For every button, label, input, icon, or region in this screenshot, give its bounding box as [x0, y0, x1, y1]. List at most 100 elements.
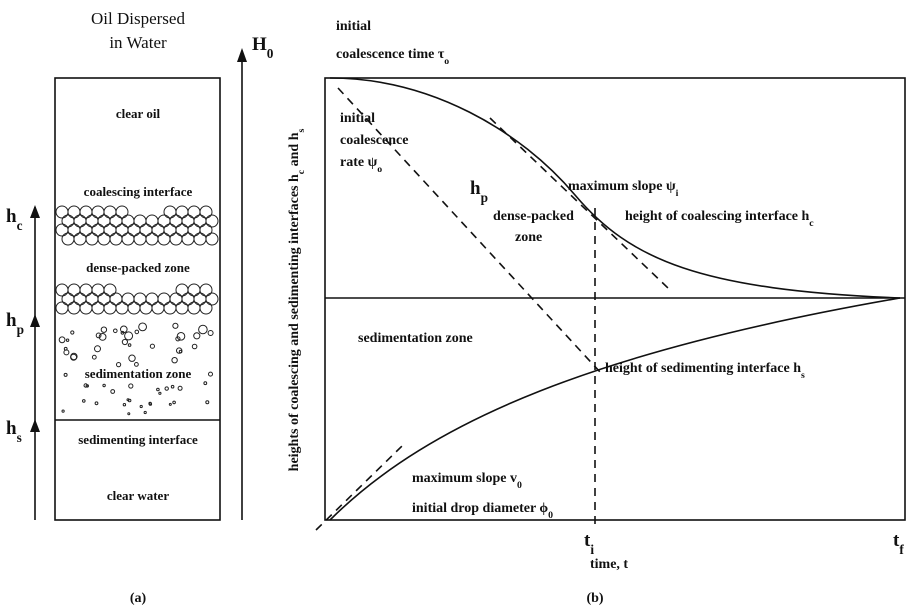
annotation-text: rate ψ — [340, 155, 378, 170]
bubble — [116, 302, 128, 314]
bubble — [199, 325, 208, 334]
bubble — [140, 302, 152, 314]
annotation: zone — [515, 230, 542, 245]
caption: (b) — [586, 591, 603, 606]
bubble — [103, 384, 105, 386]
bubble — [135, 330, 139, 334]
annotation-sub: 0 — [548, 510, 553, 521]
height-sub: 0 — [267, 46, 274, 61]
level-label: hp — [6, 310, 24, 337]
zone-label: clear water — [107, 488, 169, 503]
bubble — [200, 302, 212, 314]
y-axis-label: heights of coalescing and sedimenting in… — [287, 129, 307, 472]
level-sub: c — [17, 218, 23, 233]
bubble — [116, 224, 128, 236]
annotation-text: height of sedimenting interface h — [605, 361, 801, 376]
bubble — [173, 323, 178, 328]
bubble — [98, 233, 110, 245]
bubble — [152, 224, 164, 236]
bubble — [194, 233, 206, 245]
bubble — [86, 215, 98, 227]
bubble — [178, 386, 182, 390]
bubble — [110, 215, 122, 227]
annotation-sub: 0 — [517, 480, 522, 491]
bubble — [80, 284, 92, 296]
bubble — [74, 293, 86, 305]
bubble — [158, 233, 170, 245]
bubble — [86, 233, 98, 245]
plot-frame — [325, 78, 905, 520]
bubble — [56, 206, 68, 218]
zone-label: clear oil — [116, 106, 161, 121]
bubble — [80, 302, 92, 314]
tangent-psi — [490, 118, 668, 288]
annotation-sub: i — [676, 188, 679, 199]
bubble — [64, 373, 67, 376]
annotation-text: coalescence time τ — [336, 47, 445, 62]
bubble — [179, 350, 182, 353]
bubble — [176, 302, 188, 314]
column — [55, 78, 220, 520]
bubble — [157, 388, 160, 391]
bubble — [188, 284, 200, 296]
annotation: dense-packed — [493, 209, 574, 224]
bubble — [122, 293, 134, 305]
bubble — [83, 400, 86, 403]
bubble — [104, 206, 116, 218]
bubble — [62, 215, 74, 227]
bubble — [194, 293, 206, 305]
bubble — [101, 327, 106, 332]
figure: Oil Dispersed in Water clear oil coalesc… — [0, 0, 910, 610]
annotation: maximum slope ψi — [568, 179, 679, 199]
annotation: coalescence — [340, 133, 408, 148]
level-base: h — [6, 206, 17, 227]
bubble — [134, 233, 146, 245]
bubble — [140, 405, 142, 407]
zone-label: sedimentation zone — [85, 366, 192, 381]
bubble — [64, 350, 69, 355]
bubble — [188, 302, 200, 314]
bubble — [62, 293, 74, 305]
bubble — [206, 293, 218, 305]
annotation-text: maximum slope ψ — [568, 179, 676, 194]
bubble — [172, 358, 177, 363]
level-sub: s — [17, 430, 22, 445]
bubble — [146, 233, 158, 245]
annotation: maximum slope v0 — [412, 471, 522, 491]
bubble — [208, 331, 213, 336]
bubble — [164, 206, 176, 218]
bubble — [149, 402, 151, 404]
zone-label: coalescing interface — [84, 184, 193, 199]
bubble — [182, 233, 194, 245]
level-base: h — [6, 418, 17, 439]
level-sub: p — [17, 322, 24, 337]
time-sub: i — [590, 542, 594, 557]
bubble — [200, 284, 212, 296]
bubbles — [56, 206, 218, 415]
bubble — [206, 401, 209, 404]
bubble — [92, 206, 104, 218]
bubble — [129, 384, 133, 388]
bubble — [170, 215, 182, 227]
bubble — [92, 302, 104, 314]
zone-label: dense-packed zone — [86, 260, 190, 275]
bubble — [158, 215, 170, 227]
bubble — [59, 337, 65, 343]
bubble — [122, 233, 134, 245]
panel-b: heights of coalescing and sedimenting in… — [287, 19, 905, 606]
annotation: initial — [336, 19, 371, 34]
bubble — [80, 206, 92, 218]
bubble — [122, 215, 134, 227]
bubble — [159, 392, 161, 394]
bubble — [176, 206, 188, 218]
y-label-part: heights of coalescing and sedimenting in… — [287, 174, 302, 471]
bubble — [134, 293, 146, 305]
bubble — [173, 401, 176, 404]
hp-label: hp — [470, 178, 488, 205]
annotation: height of sedimenting interface hs — [605, 361, 805, 381]
bubble — [104, 302, 116, 314]
bubble — [68, 284, 80, 296]
height-label: H0 — [252, 34, 274, 61]
bubble — [204, 382, 207, 385]
bubble — [164, 224, 176, 236]
